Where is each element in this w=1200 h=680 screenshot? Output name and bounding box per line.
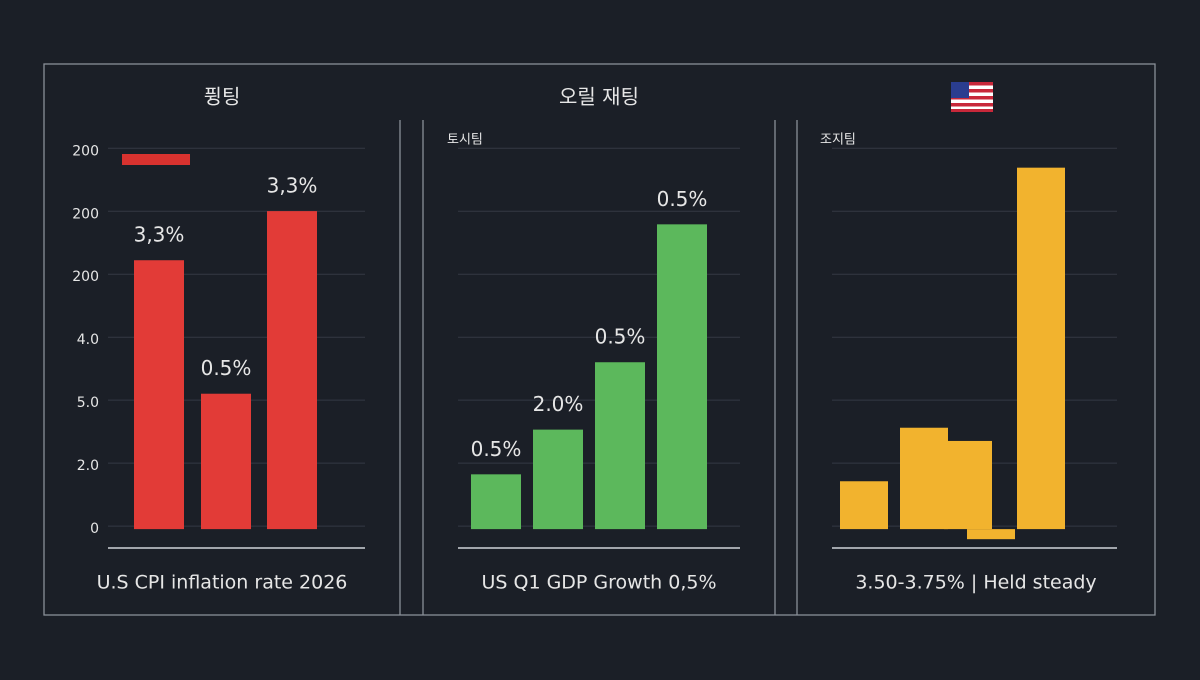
- y-tick-label: 0: [90, 521, 99, 537]
- bar: [657, 224, 707, 530]
- panel-subtitle: 조지팀: [820, 133, 856, 148]
- data-annotation: 2.0%: [533, 392, 584, 416]
- bar: [944, 440, 992, 530]
- y-tick-label: 4.0: [77, 332, 99, 348]
- data-annotation: 0.5%: [201, 356, 252, 380]
- bar: [595, 362, 645, 530]
- y-tick-label: 200: [72, 206, 99, 222]
- bar: [201, 393, 251, 530]
- outer-frame: [43, 63, 1156, 616]
- y-tick-label: 200: [72, 143, 99, 159]
- y-tick-label: 200: [72, 269, 99, 285]
- panel-caption: US Q1 GDP Growth 0,5%: [481, 572, 716, 594]
- bar: [134, 260, 184, 530]
- panel-caption: 3.50-3.75% | Held steady: [855, 572, 1096, 594]
- data-annotation: 3,3%: [267, 174, 318, 198]
- data-annotation: 0.5%: [471, 437, 522, 461]
- bar: [267, 211, 317, 530]
- y-tick-label: 5.0: [77, 395, 99, 411]
- panel-caption: U.S CPI inflation rate 2026: [97, 572, 348, 594]
- us-flag: [951, 82, 993, 112]
- bar: [471, 474, 521, 530]
- bar: [1017, 167, 1065, 530]
- data-annotation: 3,3%: [134, 223, 185, 247]
- panel-title: 퓡팅: [204, 85, 241, 109]
- panel-subtitle: 토시팀: [447, 133, 483, 148]
- bar: [900, 427, 948, 530]
- bar: [840, 481, 888, 530]
- data-annotation: 0.5%: [657, 187, 708, 211]
- bar: [967, 529, 1015, 540]
- legend-swatch: [122, 154, 190, 165]
- y-tick-label: 2.0: [77, 458, 99, 474]
- data-annotation: 0.5%: [595, 325, 646, 349]
- panel-title: 오릴 재팅: [559, 85, 639, 109]
- bar: [533, 429, 583, 530]
